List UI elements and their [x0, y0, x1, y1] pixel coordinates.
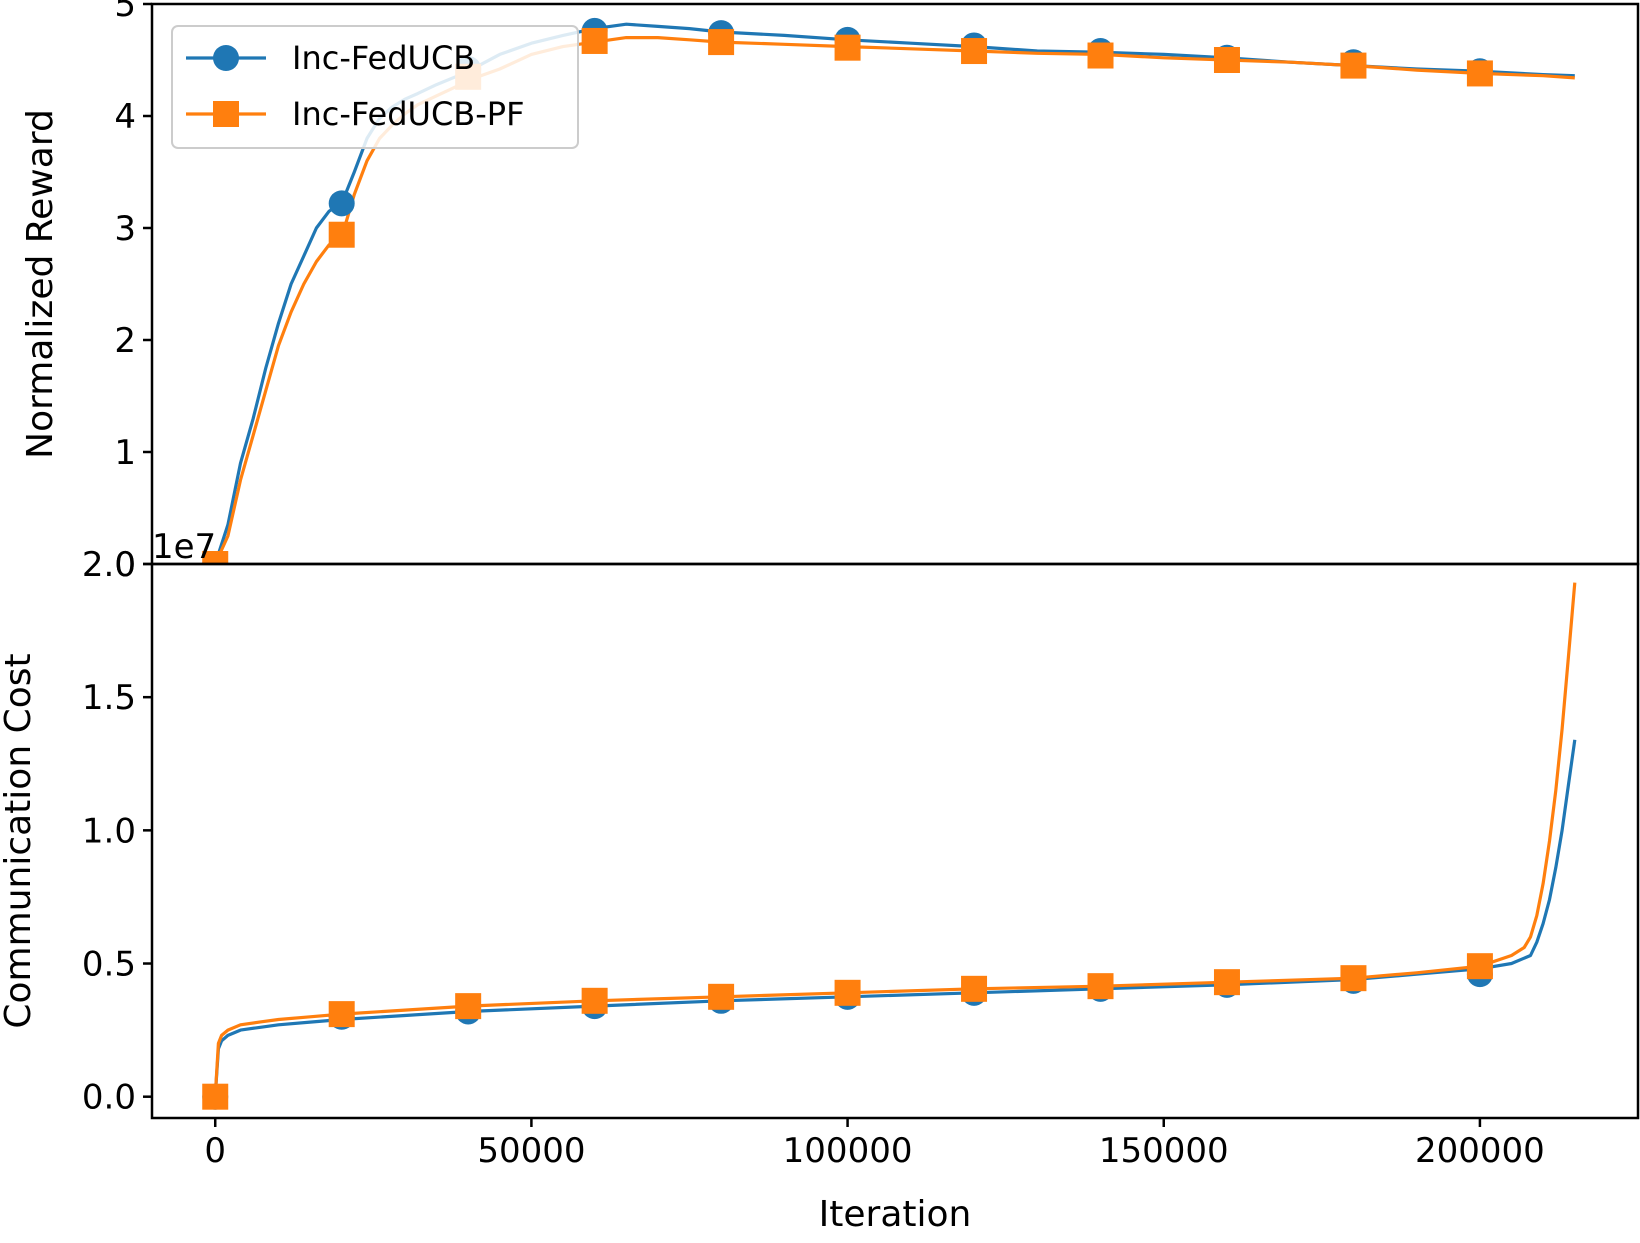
axes-frame	[150, 562, 1640, 1120]
x-axis-label: Iteration	[819, 1194, 972, 1235]
marker-inc-feducb-pf	[708, 29, 735, 56]
y-tick-label: 2.0	[82, 545, 136, 585]
y-tick-label: 2	[114, 321, 136, 361]
communication-cost-panel: 0.00.51.01.52.00 50000 100000 150000 200000C…	[0, 527, 1640, 1235]
marker-inc-feducb-pf	[1340, 965, 1367, 992]
marker-inc-feducb-pf	[581, 987, 608, 1014]
y-tick-label: 5	[114, 0, 136, 25]
marker-inc-feducb-pf	[328, 221, 355, 248]
marker-inc-feducb-pf	[1466, 60, 1493, 87]
marker-inc-feducb-pf	[961, 38, 988, 65]
offset-text: 1e7	[152, 527, 216, 567]
marker-inc-feducb-pf	[708, 983, 735, 1010]
marker-inc-feducb	[328, 190, 355, 217]
y-axis-label: Normalized Reward	[20, 109, 61, 459]
y-tick-label: 0.0	[82, 1078, 136, 1118]
marker-inc-feducb-pf	[1466, 953, 1493, 980]
marker-inc-feducb-pf	[1213, 47, 1240, 73]
series-line-inc-feducb	[213, 739, 1577, 1097]
y-tick-label: 4	[114, 97, 136, 137]
legend-label-inc-feducb-pf: Inc-FedUCB-PF	[292, 95, 524, 133]
reward-panel: 0 1 2 3 4 5 Normalized Reward	[20, 0, 1640, 585]
marker-inc-feducb-pf	[1340, 52, 1367, 79]
marker-inc-feducb-pf	[202, 1083, 229, 1110]
marker-inc-feducb-pf	[834, 979, 861, 1006]
x-tick-label: 100000	[783, 1131, 913, 1171]
legend-label-inc-feducb: Inc-FedUCB	[292, 39, 475, 77]
plot-area	[202, 582, 1577, 1110]
x-tick-label: 0	[204, 1131, 226, 1171]
y-tick-label: 1.0	[82, 811, 136, 851]
y-tick-label: 0	[114, 545, 136, 585]
y-axis-label: Communication Cost	[0, 653, 39, 1028]
legend-marker-inc-feducb-pf	[213, 101, 239, 127]
x-tick-label: 150000	[1099, 1131, 1229, 1171]
x-tick-label: 50000	[477, 1131, 585, 1171]
x-tick-label: 200000	[1415, 1131, 1545, 1171]
y-tick-label: 1.5	[82, 678, 136, 718]
y-tick-label: 3	[114, 209, 136, 249]
y-tick-label: 1	[114, 433, 136, 473]
marker-inc-feducb-pf	[581, 27, 608, 54]
marker-inc-feducb-pf	[1087, 42, 1114, 69]
marker-inc-feducb-pf	[834, 34, 861, 61]
marker-inc-feducb-pf	[1213, 969, 1240, 996]
legend: Inc-FedUCB Inc-FedUCB-PF	[171, 25, 579, 149]
marker-inc-feducb-pf	[455, 993, 482, 1020]
series-line-inc-feducb-pf	[213, 582, 1577, 1097]
marker-inc-feducb-pf	[1087, 973, 1114, 1000]
marker-inc-feducb-pf	[961, 975, 988, 1002]
marker-inc-feducb-pf	[328, 1001, 355, 1028]
plot-area	[202, 17, 1575, 564]
marker-inc-feducb-pf	[202, 551, 229, 564]
legend-marker-inc-feducb	[213, 45, 239, 71]
y-tick-label: 0.5	[82, 945, 136, 985]
legend-box	[171, 25, 579, 149]
